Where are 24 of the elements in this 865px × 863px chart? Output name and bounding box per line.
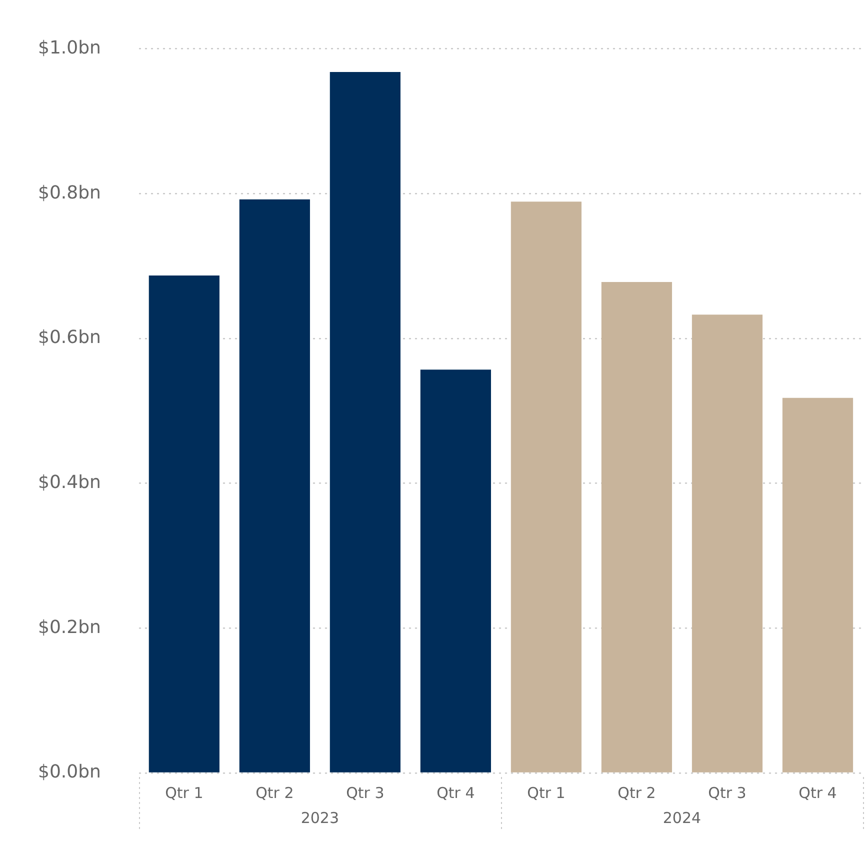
x-tick-label: Qtr 3 [346, 784, 384, 802]
y-tick-label: $0.6bn [38, 327, 101, 348]
y-tick-label: $1.0bn [38, 37, 101, 58]
bar [420, 370, 491, 772]
x-tick-label: Qtr 4 [798, 784, 837, 802]
bar [782, 398, 854, 772]
x-tick-label: Qtr 2 [256, 784, 294, 802]
y-tick-label: $0.4bn [38, 472, 101, 493]
x-tick-label: Qtr 4 [436, 784, 475, 802]
bar [148, 275, 220, 772]
x-tick-label: Qtr 3 [708, 784, 746, 802]
x-tick-label: Qtr 1 [165, 784, 204, 802]
bar [510, 202, 582, 772]
bar [692, 314, 763, 772]
y-tick-label: $0.2bn [38, 616, 101, 638]
text: 2024 [662, 808, 702, 827]
x-tick-label: Qtr 2 [618, 784, 656, 802]
x-tick-label: Qtr 1 [527, 784, 566, 802]
text: 2023 [300, 808, 340, 827]
y-tick-label: $0.8bn [38, 182, 101, 204]
y-tick-label: $0.0bn [38, 762, 101, 783]
bar [601, 282, 672, 772]
bar [239, 199, 310, 772]
bar [330, 72, 400, 772]
